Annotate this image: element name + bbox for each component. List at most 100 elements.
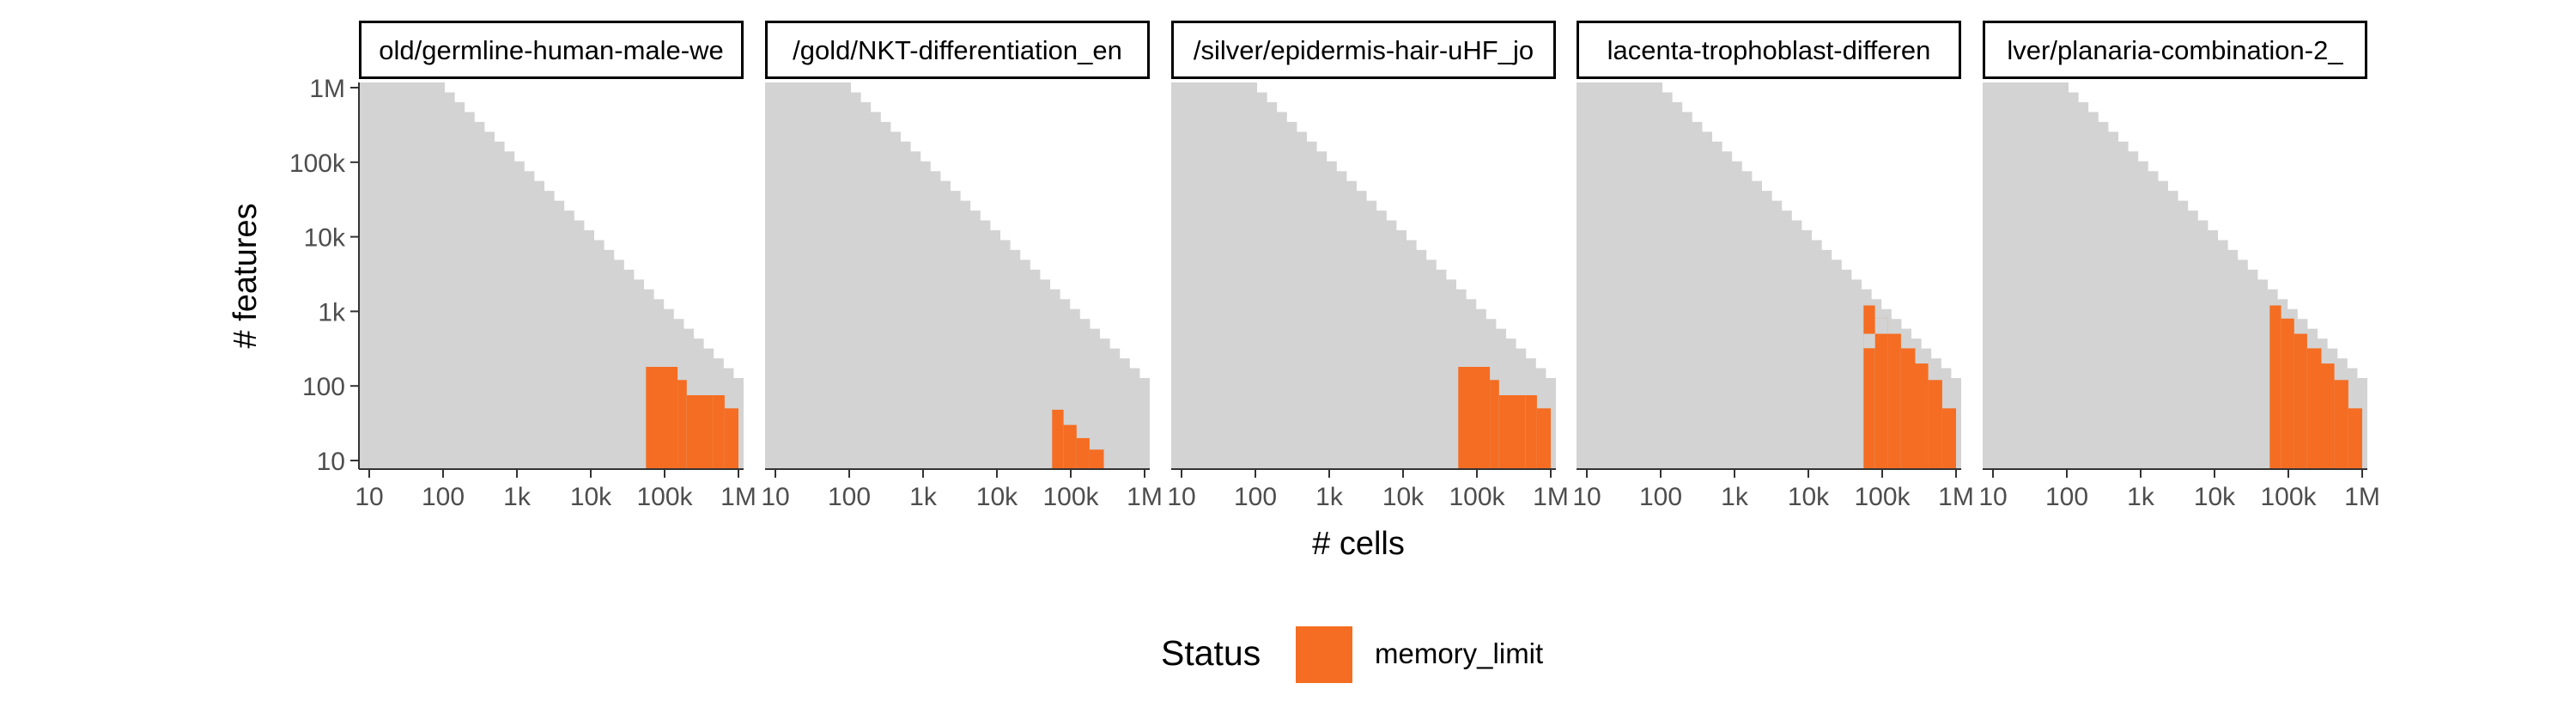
memory-limit-cell-5-7: [2348, 408, 2362, 469]
x-tick-label-2-5: 100k: [1042, 483, 1099, 511]
legend-title: Status: [1161, 633, 1261, 673]
memory-limit-cell-2-2: [1063, 424, 1077, 469]
x-tick-label-2-1: 10: [761, 483, 789, 511]
x-tick-label-4-6: 1M: [1938, 483, 1974, 511]
facet-label-4: lacenta-trophoblast-differen: [1607, 35, 1931, 65]
memory-limit-cell-2-1: [1052, 409, 1064, 469]
x-tick-label-3-2: 100: [1234, 483, 1277, 511]
facet-strip-box-5: [1983, 21, 2367, 79]
memory-limit-cell-5-5: [2321, 363, 2335, 469]
legend-label-1: memory_limit: [1375, 638, 1543, 669]
x-tick-label-1-3: 1k: [503, 483, 532, 511]
memory-limit-cell-4-1: [1863, 305, 1875, 469]
x-tick-label-2-4: 10k: [976, 483, 1018, 511]
x-axis-title: # cells: [1312, 526, 1405, 562]
x-tick-label-4-5: 100k: [1854, 483, 1911, 511]
facet-strip-text-group-3: /silver/epidermis-hair-uHF_jo: [1194, 35, 1534, 65]
memory-limit-cell-4-3: [1887, 333, 1901, 469]
x-tick-label-3-1: 10: [1167, 483, 1195, 511]
facet-plot-area-3: [1171, 82, 1556, 469]
facet-strip-box-1: [359, 21, 744, 79]
facet-panel-3: /silver/epidermis-hair-uHF_jo 10 100 1k 10k 1…: [1167, 21, 1569, 511]
memory-limit-cell-2-3: [1076, 437, 1090, 469]
facet-panel-4: lacenta-trophoblast-differen 10 100 1k 10k 10…: [1572, 21, 1974, 511]
memory-limit-cell-1-2: [665, 367, 678, 469]
x-tick-label-1-5: 100k: [636, 483, 693, 511]
facet-panel-5: lver/planaria-combination-2_ 10 100 1k 10k 10…: [1978, 21, 2380, 511]
memory-limit-cell-5-4: [2307, 348, 2322, 469]
y-axis-title: # features: [228, 204, 264, 349]
legend: Status memory_limit: [1161, 626, 1543, 683]
x-tick-label-5-2: 100: [2045, 483, 2088, 511]
facet-label-5: lver/planaria-combination-2_: [2007, 35, 2343, 65]
facet-panel-1: old/germline-human-male-we 10 100 1k 10k 100k…: [355, 21, 756, 511]
x-tick-label-2-2: 100: [828, 483, 871, 511]
x-tick-label-5-1: 10: [1978, 483, 2007, 511]
memory-limit-cell-4-2: [1874, 318, 1888, 469]
facet-strip-text-group-1: old/germline-human-male-we: [379, 35, 723, 65]
memory-limit-cell-3-5: [1512, 395, 1526, 469]
memory-limit-cell-3-3: [1490, 380, 1499, 469]
memory-limit-cell-5-1: [2269, 305, 2281, 469]
legend-key-1: [1296, 626, 1352, 683]
y-tick-label-4: 10k: [304, 224, 346, 253]
facet-panel-2: /gold/NKT-differentiation_en 10 100 1k 10k 10…: [761, 21, 1163, 511]
facet-strip-text-group-4: lacenta-trophoblast-differen: [1607, 35, 1931, 65]
facet-strip-5: lver/planaria-combination-2_: [1983, 21, 2367, 79]
memory-limit-cell-4-4: [1901, 348, 1916, 469]
x-tick-label-1-1: 10: [355, 483, 383, 511]
facet-strip-2: /gold/NKT-differentiation_en: [765, 21, 1150, 79]
x-tick-label-2-3: 1k: [909, 483, 938, 511]
memory-limit-cell-3-7: [1536, 408, 1551, 469]
memory-limit-cell-1-7: [724, 408, 738, 469]
memory-limit-cell-1-4: [686, 395, 700, 469]
facet-strip-box-4: [1577, 21, 1961, 79]
facet-strip-box-3: [1171, 21, 1556, 79]
facet-plot-area-4: [1577, 82, 1961, 469]
memory-limit-cell-3-1: [1458, 367, 1477, 469]
x-tick-label-5-6: 1M: [2344, 483, 2380, 511]
x-tick-label-5-5: 100k: [2260, 483, 2317, 511]
x-tick-label-1-6: 1M: [720, 483, 756, 511]
x-tick-label-4-1: 10: [1572, 483, 1601, 511]
memory-limit-cell-4-6: [1928, 380, 1942, 469]
x-tick-label-1-4: 10k: [570, 483, 612, 511]
x-tick-label-4-4: 10k: [1788, 483, 1830, 511]
facet-strip-1: old/germline-human-male-we: [359, 21, 744, 79]
x-tick-label-1-2: 100: [422, 483, 465, 511]
facet-label-2: /gold/NKT-differentiation_en: [793, 35, 1122, 65]
memory-limit-cell-2-4: [1090, 449, 1104, 469]
facet-strip-3: /silver/epidermis-hair-uHF_jo: [1171, 21, 1556, 79]
facet-strip-text-group-2: /gold/NKT-differentiation_en: [793, 35, 1122, 65]
y-tick-label-6: 1M: [309, 75, 345, 103]
gray-notch-4-1: [1863, 333, 1875, 349]
facet-strip-4: lacenta-trophoblast-differen: [1577, 21, 1961, 79]
memory-limit-cell-1-6: [713, 395, 725, 469]
y-tick-label-1: 10: [317, 448, 345, 476]
x-tick-label-4-3: 1k: [1721, 483, 1749, 511]
y-tick-label-3: 1k: [318, 298, 346, 326]
x-tick-label-3-4: 10k: [1382, 483, 1425, 511]
tested-region-2: [765, 82, 1150, 469]
memory-limit-cell-5-3: [2293, 333, 2307, 469]
x-tick-label-3-5: 100k: [1449, 483, 1505, 511]
facet-strip-text-group-5: lver/planaria-combination-2_: [2007, 35, 2343, 65]
memory-limit-cell-5-6: [2334, 380, 2348, 469]
gray-notch-4-2: [1874, 318, 1888, 334]
memory-limit-cell-3-4: [1498, 395, 1512, 469]
memory-limit-cell-4-7: [1941, 408, 1956, 469]
y-tick-label-5: 100k: [289, 149, 346, 178]
y-tick-label-2: 100: [302, 373, 345, 401]
x-tick-label-5-3: 1k: [2127, 483, 2155, 511]
x-tick-label-3-6: 1M: [1533, 483, 1569, 511]
x-tick-label-5-4: 10k: [2194, 483, 2236, 511]
facet-plot-area-2: [765, 82, 1150, 469]
facet-label-1: old/germline-human-male-we: [379, 35, 723, 65]
memory-limit-cell-4-5: [1915, 363, 1929, 469]
facet-label-3: /silver/epidermis-hair-uHF_jo: [1194, 35, 1534, 65]
memory-limit-cell-3-6: [1525, 395, 1537, 469]
x-tick-label-2-6: 1M: [1127, 483, 1163, 511]
facet-plot-area-1: [359, 82, 744, 469]
